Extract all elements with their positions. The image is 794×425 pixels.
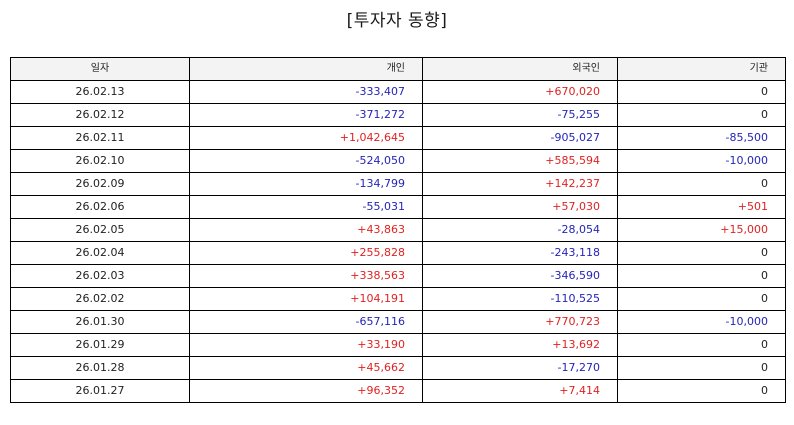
cell-individual: +1,042,645 xyxy=(189,126,423,150)
cell-institution: +15,000 xyxy=(617,218,786,242)
page-title: [투자자 동향] xyxy=(346,11,448,31)
cell-foreign: +670,020 xyxy=(422,80,618,104)
table-row: 26.01.27 +96,352 +7,414 0 xyxy=(10,379,786,403)
cell-individual: -333,407 xyxy=(189,80,423,104)
cell-institution: 0 xyxy=(617,172,786,196)
table-row: 26.02.12 -371,272 -75,255 0 xyxy=(10,103,786,127)
cell-institution: 0 xyxy=(617,80,786,104)
cell-institution: 0 xyxy=(617,333,786,357)
cell-foreign: +142,237 xyxy=(422,172,618,196)
cell-institution: 0 xyxy=(617,103,786,127)
cell-individual: +33,190 xyxy=(189,333,423,357)
cell-institution: 0 xyxy=(617,379,786,403)
header-institution: 기관 xyxy=(617,57,786,81)
cell-individual: +96,352 xyxy=(189,379,423,403)
table-row: 26.02.10 -524,050 +585,594 -10,000 xyxy=(10,149,786,173)
cell-individual: -657,116 xyxy=(189,310,423,334)
table-row: 26.02.11 +1,042,645 -905,027 -85,500 xyxy=(10,126,786,150)
table-row: 26.02.13 -333,407 +670,020 0 xyxy=(10,80,786,104)
cell-date: 26.02.04 xyxy=(10,241,190,265)
cell-institution: 0 xyxy=(617,356,786,380)
table-header-row: 일자 개인 외국인 기관 xyxy=(10,57,786,81)
cell-individual: -134,799 xyxy=(189,172,423,196)
cell-individual: -524,050 xyxy=(189,149,423,173)
header-foreign: 외국인 xyxy=(422,57,618,81)
cell-date: 26.01.30 xyxy=(10,310,190,334)
table-body: 26.02.13 -333,407 +670,020 0 26.02.12 -371,27… xyxy=(10,80,786,403)
cell-foreign: -905,027 xyxy=(422,126,618,150)
cell-foreign: +7,414 xyxy=(422,379,618,403)
cell-date: 26.02.05 xyxy=(10,218,190,242)
cell-foreign: -110,525 xyxy=(422,287,618,311)
cell-date: 26.02.10 xyxy=(10,149,190,173)
cell-individual: +45,662 xyxy=(189,356,423,380)
cell-date: 26.01.28 xyxy=(10,356,190,380)
header-individual: 개인 xyxy=(189,57,423,81)
table-row: 26.02.05 +43,863 -28,054 +15,000 xyxy=(10,218,786,242)
header-date: 일자 xyxy=(10,57,190,81)
cell-date: 26.02.06 xyxy=(10,195,190,219)
table-row: 26.01.29 +33,190 +13,692 0 xyxy=(10,333,786,357)
table-row: 26.01.28 +45,662 -17,270 0 xyxy=(10,356,786,380)
cell-institution: 0 xyxy=(617,264,786,288)
table-row: 26.02.06 -55,031 +57,030 +501 xyxy=(10,195,786,219)
table-row: 26.02.03 +338,563 -346,590 0 xyxy=(10,264,786,288)
table-row: 26.02.02 +104,191 -110,525 0 xyxy=(10,287,786,311)
cell-foreign: -17,270 xyxy=(422,356,618,380)
table-row: 26.02.04 +255,828 -243,118 0 xyxy=(10,241,786,265)
cell-foreign: -28,054 xyxy=(422,218,618,242)
cell-institution: -85,500 xyxy=(617,126,786,150)
cell-date: 26.01.29 xyxy=(10,333,190,357)
cell-institution: -10,000 xyxy=(617,149,786,173)
investor-trend-table: 일자 개인 외국인 기관 26.02.13 -333,407 +670,020 0 26… xyxy=(10,57,786,403)
cell-institution: 0 xyxy=(617,241,786,265)
cell-date: 26.02.03 xyxy=(10,264,190,288)
cell-institution: -10,000 xyxy=(617,310,786,334)
cell-foreign: +57,030 xyxy=(422,195,618,219)
cell-date: 26.02.02 xyxy=(10,287,190,311)
table-row: 26.01.30 -657,116 +770,723 -10,000 xyxy=(10,310,786,334)
cell-foreign: +770,723 xyxy=(422,310,618,334)
cell-date: 26.02.13 xyxy=(10,80,190,104)
cell-foreign: -346,590 xyxy=(422,264,618,288)
cell-foreign: +13,692 xyxy=(422,333,618,357)
cell-institution: +501 xyxy=(617,195,786,219)
cell-foreign: -75,255 xyxy=(422,103,618,127)
cell-date: 26.02.12 xyxy=(10,103,190,127)
cell-individual: +255,828 xyxy=(189,241,423,265)
cell-individual: -55,031 xyxy=(189,195,423,219)
cell-foreign: +585,594 xyxy=(422,149,618,173)
cell-institution: 0 xyxy=(617,287,786,311)
cell-date: 26.01.27 xyxy=(10,379,190,403)
cell-individual: +104,191 xyxy=(189,287,423,311)
cell-date: 26.02.11 xyxy=(10,126,190,150)
table-row: 26.02.09 -134,799 +142,237 0 xyxy=(10,172,786,196)
cell-date: 26.02.09 xyxy=(10,172,190,196)
cell-foreign: -243,118 xyxy=(422,241,618,265)
cell-individual: +338,563 xyxy=(189,264,423,288)
cell-individual: +43,863 xyxy=(189,218,423,242)
cell-individual: -371,272 xyxy=(189,103,423,127)
